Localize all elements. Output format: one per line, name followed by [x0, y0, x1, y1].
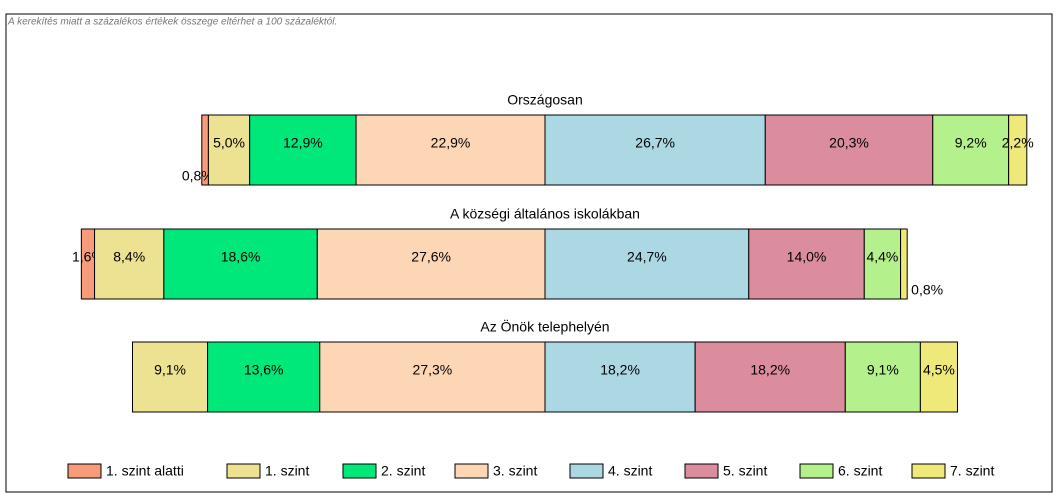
legend-swatch: [569, 463, 604, 479]
group-title: Országosan: [507, 92, 582, 108]
bar-segment: [163, 228, 318, 300]
legend-swatch: [684, 463, 719, 479]
bar-segment: [316, 228, 546, 300]
value-label: 27,6%: [411, 249, 451, 265]
legend-swatch: [454, 463, 489, 479]
value-label: 20,3%: [829, 135, 869, 151]
value-label: 24,7%: [627, 249, 667, 265]
legend-label: 4. szint: [608, 463, 652, 479]
value-label: 27,3%: [413, 362, 453, 378]
bar-segment: [544, 114, 766, 186]
value-label: 22,9%: [431, 135, 471, 151]
legend-swatch: [799, 463, 834, 479]
value-label: 4,4%: [866, 249, 898, 265]
value-label: 13,6%: [244, 362, 284, 378]
legend-label: 1. szint: [265, 463, 309, 479]
legend-label: 3. szint: [493, 463, 537, 479]
bar-segment: [1008, 114, 1028, 186]
value-label: 12,9%: [283, 135, 323, 151]
value-label: 14,0%: [787, 249, 827, 265]
value-label: 9,1%: [867, 362, 899, 378]
value-label: 18,2%: [750, 362, 790, 378]
value-label: 5,0%: [213, 135, 245, 151]
legend-label: 2. szint: [381, 463, 425, 479]
bar-segment: [900, 228, 908, 300]
bar-segment: [932, 114, 1010, 186]
bar-segment: [764, 114, 934, 186]
bar-segment: [132, 341, 209, 413]
bar-segment: [544, 341, 696, 413]
value-label: 9,1%: [154, 362, 186, 378]
bar-segment: [694, 341, 846, 413]
bar-segment: [249, 114, 357, 186]
legend-swatch: [226, 463, 261, 479]
value-label: 8,4%: [113, 249, 145, 265]
bar-segment: [863, 228, 902, 300]
bar-segment: [748, 228, 865, 300]
value-label: 26,7%: [635, 135, 675, 151]
bar-segment: [544, 228, 750, 300]
bar-segment: [207, 341, 321, 413]
value-label: 0,8%: [182, 168, 214, 184]
group-title: A községi általános iskolákban: [450, 206, 640, 222]
legend-swatch: [342, 463, 377, 479]
bar-segment: [319, 341, 546, 413]
legend-label: 7. szint: [950, 463, 994, 479]
value-label: 18,2%: [600, 362, 640, 378]
value-label: 4,5%: [923, 362, 955, 378]
legend-swatch: [911, 463, 946, 479]
bar-segment: [355, 114, 546, 186]
bar-segment: [919, 341, 958, 413]
note: A kerekítés miatt a százalékos értékek ö…: [7, 17, 337, 28]
value-label: 9,2%: [955, 135, 987, 151]
legend-label: 6. szint: [838, 463, 882, 479]
legend-swatch: [67, 463, 102, 479]
group-title: Az Önök telephelyén: [480, 318, 609, 335]
value-label: 2,2%: [1002, 135, 1034, 151]
legend-label: 5. szint: [723, 463, 767, 479]
value-label: 0,8%: [911, 282, 943, 298]
bar-segment: [844, 341, 921, 413]
legend-label: 1. szint alatti: [106, 463, 184, 479]
value-label: 18,6%: [221, 249, 261, 265]
